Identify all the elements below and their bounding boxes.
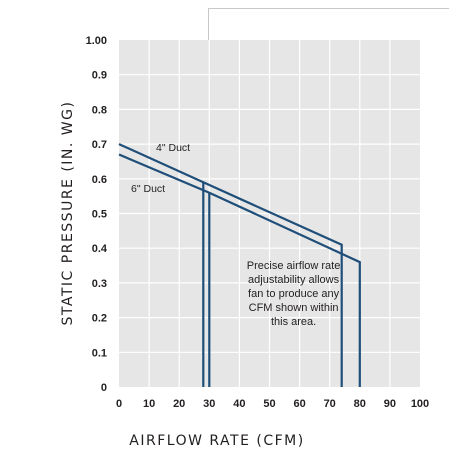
- y-tick-label: 0.2: [92, 313, 107, 325]
- x-tick-label: 50: [263, 398, 275, 410]
- series-line: [118, 153, 361, 387]
- x-tick-label: 0: [116, 398, 122, 410]
- x-tick-label: 100: [411, 398, 429, 410]
- annotation-line: this area.: [271, 316, 316, 328]
- y-tick-label: 0.1: [92, 347, 107, 359]
- x-tick-label: 90: [384, 398, 396, 410]
- x-tick-label: 20: [173, 398, 185, 410]
- series-labels: 4" Duct 6" Duct: [131, 142, 190, 195]
- y-tick-label: 0.5: [92, 209, 107, 221]
- y-tick-label: 0.9: [92, 70, 107, 82]
- y-tick-label: 1.00: [86, 35, 107, 47]
- annotation-line: Precise airflow rate: [247, 260, 341, 272]
- annotation-line: adjustability allows: [248, 274, 340, 286]
- x-axis-title: AIRFLOW RATE (CFM): [129, 433, 304, 449]
- x-tick-label: 60: [293, 398, 305, 410]
- x-tick-label: 70: [324, 398, 336, 410]
- tick-labels: 0 10 20 30 40 50 60 70 80 90 100 0 0.1 0.2 0.3 0.4 0.5 0.…: [86, 35, 430, 410]
- annotation-line: fan to produce any: [248, 288, 340, 300]
- y-axis-title: STATIC PRESSURE (IN. WG): [60, 101, 76, 326]
- gridlines: [119, 40, 420, 387]
- y-tick-label: 0: [101, 382, 107, 394]
- series-label: 6" Duct: [131, 183, 165, 195]
- annotation-line: CFM shown within: [249, 302, 339, 314]
- y-tick-label: 0.7: [92, 139, 107, 151]
- annotation-note: Precise airflow rate adjustability allows…: [247, 260, 341, 328]
- series-line: [118, 143, 343, 387]
- y-tick-label: 0.8: [92, 104, 107, 116]
- y-tick-label: 0.6: [92, 174, 107, 186]
- y-tick-label: 0.3: [92, 278, 107, 290]
- series-lines: [118, 143, 361, 387]
- x-tick-label: 10: [143, 398, 155, 410]
- x-tick-label: 80: [354, 398, 366, 410]
- series-label: 4" Duct: [156, 142, 190, 154]
- x-tick-label: 30: [203, 398, 215, 410]
- y-tick-label: 0.4: [92, 243, 108, 255]
- x-tick-label: 40: [233, 398, 245, 410]
